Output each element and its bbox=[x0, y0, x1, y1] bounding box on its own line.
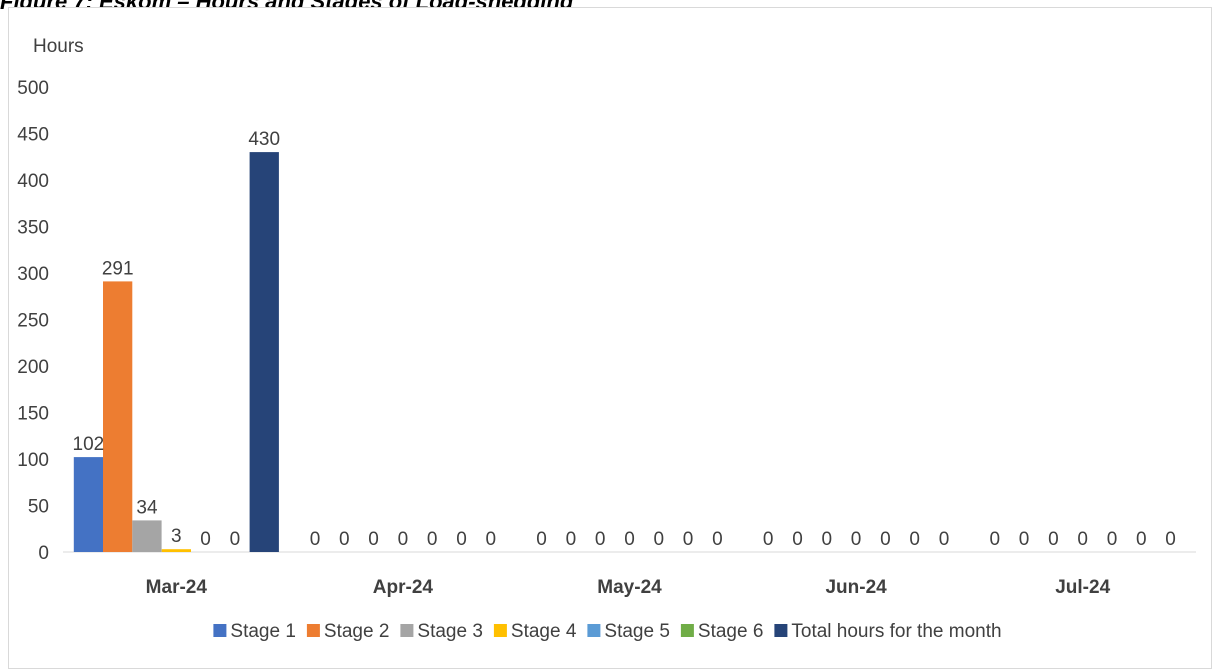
data-label: 0 bbox=[230, 529, 241, 550]
y-axis-ticks: 0 50 100 150 200 250 300 350 400 450 500 bbox=[17, 78, 49, 564]
bar bbox=[103, 281, 133, 552]
data-label: 0 bbox=[427, 529, 438, 550]
y-tick-label: 0 bbox=[38, 543, 49, 564]
x-tick-label: Jun-24 bbox=[825, 577, 887, 598]
legend-label: Stage 1 bbox=[230, 621, 296, 642]
data-label: 102 bbox=[73, 434, 105, 455]
data-label: 0 bbox=[1107, 529, 1118, 550]
y-tick-label: 200 bbox=[17, 357, 49, 378]
data-label: 0 bbox=[624, 529, 635, 550]
legend-swatch bbox=[213, 624, 227, 637]
y-tick-label: 400 bbox=[17, 171, 49, 192]
data-label: 34 bbox=[136, 497, 158, 518]
legend-item: Stage 6 bbox=[680, 621, 764, 642]
legend-swatch bbox=[306, 624, 320, 637]
legend-label: Stage 2 bbox=[324, 621, 390, 642]
legend-item: Total hours for the month bbox=[774, 621, 1002, 642]
data-label: 0 bbox=[486, 529, 497, 550]
x-tick-label: Mar-24 bbox=[146, 577, 208, 598]
x-tick-label: May-24 bbox=[597, 577, 662, 598]
bars bbox=[73, 152, 279, 552]
legend-item: Stage 1 bbox=[213, 621, 296, 642]
x-tick-label: Apr-24 bbox=[373, 577, 434, 598]
data-label: 0 bbox=[1136, 529, 1147, 550]
data-label: 0 bbox=[339, 529, 350, 550]
data-label: 0 bbox=[1048, 529, 1059, 550]
data-label: 0 bbox=[456, 529, 467, 550]
data-label: 0 bbox=[712, 529, 723, 550]
bar bbox=[132, 520, 162, 552]
legend-label: Stage 3 bbox=[417, 621, 483, 642]
data-label: 0 bbox=[536, 529, 547, 550]
data-label: 0 bbox=[1077, 529, 1088, 550]
legend-item: Stage 3 bbox=[400, 621, 483, 642]
data-label: 430 bbox=[248, 129, 280, 150]
legend-item: Stage 2 bbox=[306, 621, 390, 642]
legend-label: Stage 5 bbox=[604, 621, 670, 642]
data-label: 0 bbox=[398, 529, 409, 550]
data-label: 291 bbox=[102, 258, 134, 279]
x-axis-ticks: Mar-24 Apr-24 May-24 Jun-24 Jul-24 bbox=[146, 577, 1111, 598]
legend-swatch bbox=[774, 624, 788, 637]
y-tick-label: 100 bbox=[17, 450, 49, 471]
data-label: 0 bbox=[880, 529, 891, 550]
chart-frame bbox=[8, 7, 1212, 669]
data-label: 0 bbox=[792, 529, 803, 550]
y-tick-label: 450 bbox=[17, 125, 49, 146]
data-label: 0 bbox=[566, 529, 577, 550]
legend-item: Stage 5 bbox=[587, 621, 670, 642]
y-tick-label: 350 bbox=[17, 218, 49, 239]
data-label: 0 bbox=[595, 529, 606, 550]
bar bbox=[73, 457, 104, 552]
y-axis-label: Hours bbox=[33, 36, 84, 57]
legend-label: Stage 4 bbox=[511, 621, 577, 642]
x-tick-label: Jul-24 bbox=[1055, 577, 1110, 598]
legend-swatch bbox=[400, 624, 414, 637]
data-label: 0 bbox=[909, 529, 920, 550]
data-label: 0 bbox=[1019, 529, 1030, 550]
data-label: 0 bbox=[200, 529, 211, 550]
y-tick-label: 250 bbox=[17, 311, 49, 332]
data-label: 0 bbox=[683, 529, 694, 550]
y-tick-label: 50 bbox=[28, 497, 49, 518]
bar bbox=[161, 549, 191, 552]
legend-swatch bbox=[493, 624, 507, 637]
legend-label: Total hours for the month bbox=[791, 621, 1001, 642]
data-label: 0 bbox=[990, 529, 1001, 550]
data-label: 0 bbox=[1165, 529, 1176, 550]
data-label: 0 bbox=[763, 529, 774, 550]
y-tick-label: 150 bbox=[17, 404, 49, 425]
data-label: 0 bbox=[368, 529, 379, 550]
legend-label: Stage 6 bbox=[698, 621, 764, 642]
legend-item: Stage 4 bbox=[493, 621, 577, 642]
legend-swatch bbox=[587, 624, 601, 637]
data-label: 0 bbox=[939, 529, 950, 550]
bar bbox=[249, 152, 279, 552]
y-tick-label: 500 bbox=[17, 78, 49, 99]
data-label: 3 bbox=[171, 526, 182, 547]
y-tick-label: 300 bbox=[17, 264, 49, 285]
data-label: 0 bbox=[654, 529, 665, 550]
data-label: 0 bbox=[310, 529, 321, 550]
legend: Stage 1 Stage 2 Stage 3 Stage 4 Stage 5 Stage… bbox=[213, 621, 1002, 642]
legend-swatch bbox=[680, 624, 694, 637]
data-label: 0 bbox=[822, 529, 833, 550]
data-label: 0 bbox=[851, 529, 862, 550]
